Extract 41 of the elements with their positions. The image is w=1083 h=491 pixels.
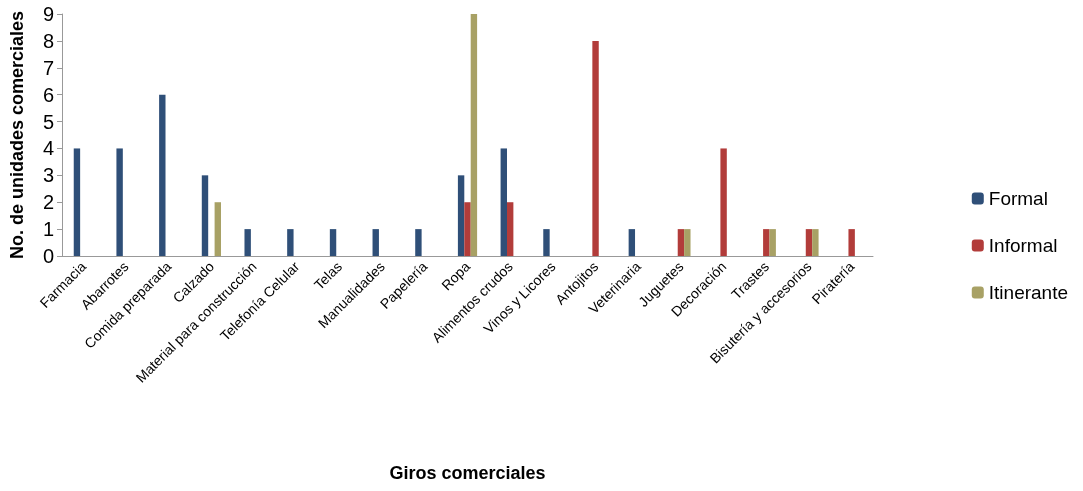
y-tick-label: 1 [42, 218, 54, 241]
x-axis-title: Giros comerciales [389, 463, 546, 483]
bar [244, 229, 251, 256]
y-tick-label: 9 [42, 3, 54, 25]
y-tick-label: 7 [42, 56, 54, 79]
bar [464, 202, 471, 256]
bar [457, 175, 465, 256]
legend-label: Itinerante [988, 282, 1069, 303]
bar [592, 40, 599, 256]
bar [415, 229, 422, 256]
bar [73, 148, 81, 256]
bar [720, 148, 727, 256]
legend-label: Informal [988, 235, 1058, 256]
y-tick-label: 3 [42, 164, 54, 187]
y-axis-title: No. de unidades comerciales [7, 10, 27, 260]
legend-label: Formal [988, 188, 1048, 209]
bar [506, 202, 514, 256]
bar [159, 94, 166, 256]
bar [677, 229, 685, 256]
y-tick-label: 0 [42, 245, 54, 267]
bar [500, 148, 507, 256]
y-tick-label: 5 [42, 110, 54, 133]
bar [214, 202, 221, 256]
y-tick-label: 6 [42, 83, 54, 106]
bar [812, 229, 819, 256]
bar [470, 14, 478, 256]
bar [201, 175, 209, 256]
y-tick-label: 8 [42, 29, 54, 52]
y-tick-label: 2 [42, 191, 54, 214]
bar [116, 148, 123, 256]
y-tick-label: 4 [42, 137, 54, 160]
bar [372, 229, 379, 256]
bar [769, 229, 776, 256]
bar [763, 229, 770, 256]
bar [805, 229, 813, 256]
bar [628, 229, 636, 256]
bar [543, 229, 550, 256]
bar [684, 229, 691, 256]
bar [287, 229, 294, 256]
bar [848, 229, 855, 256]
bar [329, 229, 337, 256]
